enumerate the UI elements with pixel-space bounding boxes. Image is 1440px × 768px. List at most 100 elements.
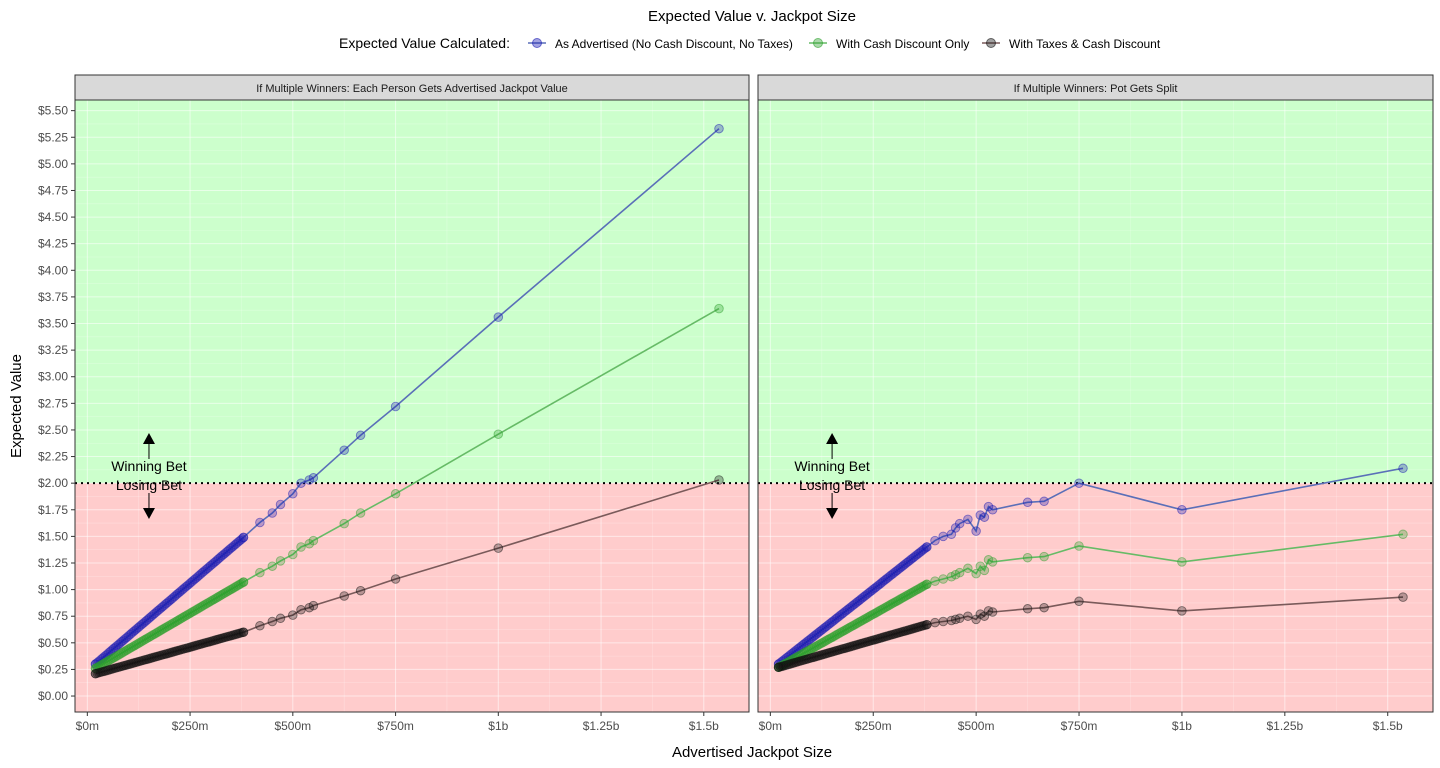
data-point [987, 557, 998, 567]
data-point [227, 542, 237, 553]
data-point [181, 611, 191, 621]
data-point [166, 647, 176, 658]
data-point [339, 445, 349, 455]
y-tick-label: $2.75 [38, 396, 68, 410]
data-point [228, 630, 239, 640]
data-point [136, 636, 147, 647]
data-point [100, 651, 111, 661]
data-point [148, 630, 158, 640]
data-point [103, 656, 114, 666]
data-point [879, 576, 889, 586]
data-point [849, 620, 860, 630]
data-point [922, 542, 932, 552]
data-point [199, 566, 209, 576]
data-point [856, 594, 866, 604]
data-point [191, 605, 201, 615]
data-point [120, 634, 130, 644]
data-point [118, 635, 129, 645]
data-point [811, 641, 822, 651]
data-point [107, 645, 117, 655]
data-point [979, 565, 990, 576]
data-point [1398, 463, 1408, 474]
legend-label: As Advertised (No Cash Discount, No Taxe… [555, 37, 793, 51]
data-point [159, 623, 170, 633]
y-tick-label: $4.50 [38, 210, 68, 224]
data-point [187, 576, 198, 586]
winning-bet-label: Winning Bet [111, 458, 187, 474]
data-point [222, 632, 232, 642]
data-point [181, 643, 191, 654]
data-point [907, 624, 917, 634]
series-0 [773, 463, 1408, 669]
data-point [895, 627, 906, 638]
data-point [930, 576, 940, 586]
data-point [112, 651, 122, 661]
data-point [163, 621, 173, 631]
data-point [223, 631, 234, 642]
data-point [803, 636, 813, 646]
data-point [233, 580, 244, 590]
data-point [897, 627, 907, 637]
data-point [267, 508, 278, 518]
data-point [207, 559, 218, 569]
data-point [1398, 592, 1408, 602]
data-point [130, 657, 140, 668]
data-point [810, 652, 820, 662]
data-point [205, 596, 216, 607]
data-point [821, 621, 832, 632]
down-arrow-icon [826, 508, 839, 519]
data-point [806, 644, 817, 654]
down-arrow-icon [142, 508, 155, 519]
data-point [788, 658, 799, 668]
data-point [179, 644, 190, 654]
data-point [390, 489, 401, 499]
data-point [816, 638, 827, 649]
data-point [831, 630, 841, 640]
data-point [910, 586, 920, 596]
data-point [493, 312, 504, 322]
data-point [113, 639, 124, 650]
data-point [801, 637, 812, 647]
data-point [177, 612, 188, 623]
data-point [154, 626, 165, 636]
data-point [811, 629, 822, 639]
x-tick-label: $1.5b [689, 719, 719, 733]
data-point [288, 549, 298, 560]
data-point [867, 610, 878, 620]
data-point [979, 512, 990, 522]
data-point [197, 639, 208, 649]
data-point [217, 551, 227, 561]
data-point [839, 625, 850, 636]
data-point [859, 638, 869, 648]
data-point [876, 633, 886, 643]
data-point [856, 616, 866, 626]
data-point [811, 651, 822, 662]
y-tick-label: $0.25 [38, 662, 68, 676]
data-point [267, 561, 278, 571]
data-point [954, 613, 965, 624]
data-point [843, 642, 853, 653]
data-point [209, 635, 219, 646]
data-point [163, 597, 173, 607]
data-point [877, 632, 888, 643]
data-point [169, 591, 180, 602]
data-point [143, 633, 153, 643]
data-point [900, 626, 911, 636]
data-point [225, 544, 236, 554]
data-point [838, 626, 848, 637]
facet-strip-label: If Multiple Winners: Pot Gets Split [1014, 83, 1178, 95]
data-point [912, 550, 922, 560]
x-tick-label: $1.25b [583, 719, 620, 733]
data-point [113, 662, 124, 672]
data-point [163, 648, 173, 659]
data-point [844, 603, 855, 613]
data-point [798, 639, 809, 650]
data-point [892, 565, 902, 576]
data-point [181, 582, 191, 592]
data-point [225, 585, 236, 595]
data-point [848, 621, 858, 631]
data-point [829, 631, 840, 641]
data-point [808, 652, 818, 663]
data-point [839, 643, 850, 654]
data-point [141, 615, 152, 626]
